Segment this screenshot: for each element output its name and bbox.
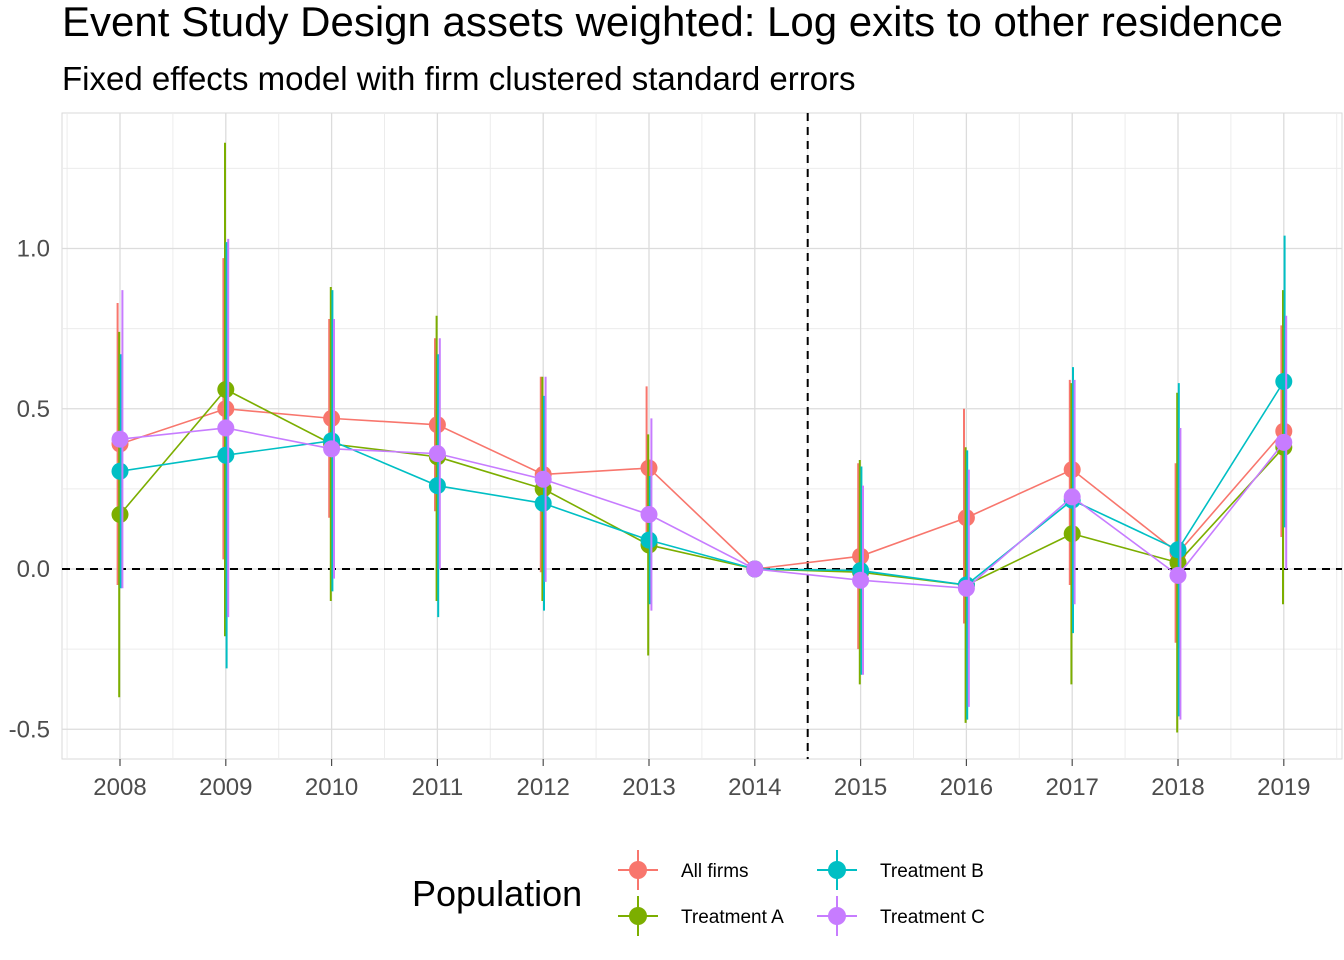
x-tick-label: 2012 — [517, 774, 570, 801]
legend-item-treatment-b: Treatment B — [817, 850, 984, 890]
x-tick-label: 2009 — [199, 774, 252, 801]
x-tick-label: 2008 — [93, 774, 146, 801]
x-tick-label: 2010 — [305, 774, 358, 801]
x-tick-label: 2014 — [728, 774, 781, 801]
data-point — [640, 506, 658, 524]
data-point — [323, 440, 341, 458]
data-point — [217, 446, 235, 464]
x-tick-label: 2019 — [1257, 774, 1310, 801]
data-point — [111, 462, 129, 480]
legend-label: Treatment B — [880, 861, 984, 882]
legend-key-point — [629, 907, 647, 925]
data-point — [746, 560, 764, 578]
data-point — [852, 571, 870, 589]
legend-key-point — [629, 861, 647, 879]
legend: Population All firms Treatment A Treatment… — [412, 850, 985, 936]
data-point — [1275, 373, 1293, 391]
y-tick-label: -0.5 — [9, 716, 50, 743]
legend-label: Treatment A — [681, 907, 784, 928]
plot-panel: -0.5 0.0 0.5 1.0 2008 2009 2010 2011 2012 2013 201… — [9, 112, 1343, 801]
chart-title: Event Study Design assets weighted: Log … — [62, 0, 1283, 45]
series-treatment-c — [111, 238, 1293, 720]
data-point — [957, 579, 975, 597]
series-line — [119, 388, 1285, 586]
data-point — [1169, 566, 1187, 584]
x-tick-label: 2018 — [1151, 774, 1204, 801]
legend-title: Population — [412, 873, 582, 914]
data-point — [534, 470, 552, 488]
legend-item-treatment-c: Treatment C — [817, 896, 985, 936]
x-tick-label: 2016 — [940, 774, 993, 801]
x-tick-label: 2017 — [1046, 774, 1099, 801]
legend-label: Treatment C — [880, 907, 985, 928]
data-point — [640, 531, 658, 549]
x-tick-label: 2015 — [834, 774, 887, 801]
legend-label: All firms — [681, 861, 749, 882]
y-tick-label: 0.5 — [17, 396, 50, 423]
y-tick-label: 0.0 — [17, 556, 50, 583]
legend-item-all-firms: All firms — [618, 850, 749, 890]
legend-item-treatment-a: Treatment A — [618, 896, 784, 936]
data-point — [111, 430, 129, 448]
series-line — [119, 381, 1285, 586]
data-point — [217, 419, 235, 437]
data-point — [534, 494, 552, 512]
chart-subtitle: Fixed effects model with firm clustered … — [62, 60, 856, 97]
data-point — [1169, 541, 1187, 559]
y-tick-label: 1.0 — [17, 236, 50, 263]
data-point — [1275, 433, 1293, 451]
series-line — [119, 427, 1285, 590]
legend-key-point — [828, 907, 846, 925]
data-point — [428, 445, 446, 463]
data-point — [1063, 488, 1081, 506]
x-tick-label: 2011 — [412, 774, 464, 801]
data-point — [428, 477, 446, 495]
legend-key-point — [828, 861, 846, 879]
x-tick-label: 2013 — [622, 774, 675, 801]
series-line — [119, 407, 1285, 570]
